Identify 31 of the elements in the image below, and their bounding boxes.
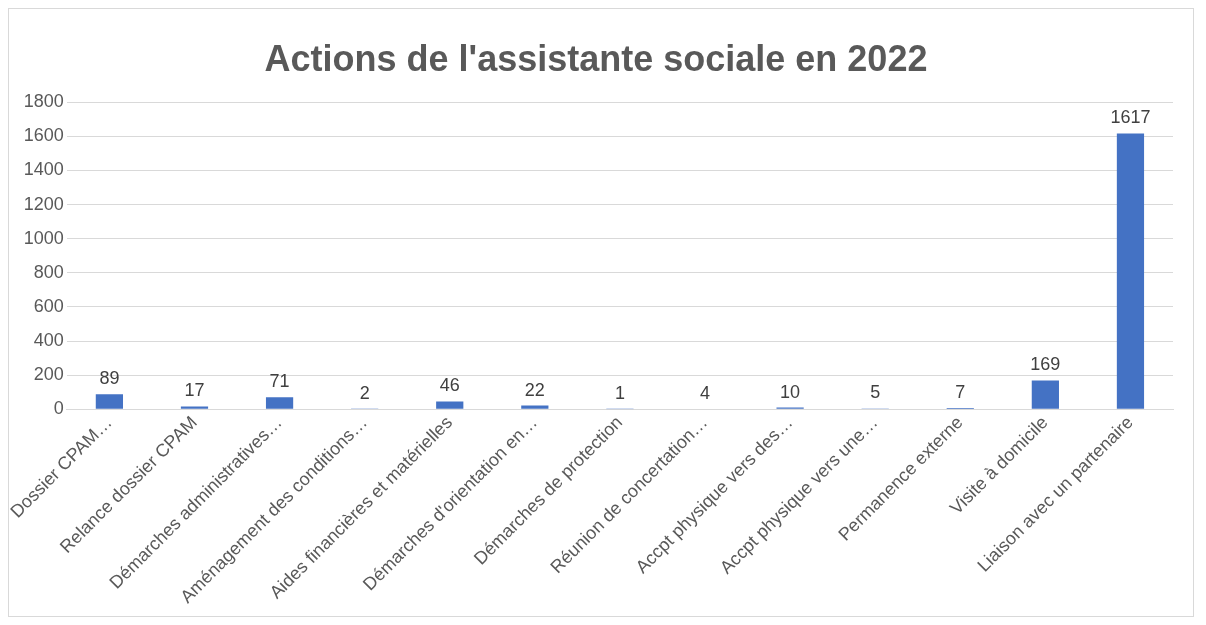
y-tick-label: 200: [33, 364, 64, 385]
data-label: 89: [99, 368, 120, 389]
data-label: 22: [524, 379, 545, 400]
y-tick-label: 600: [33, 295, 64, 316]
bar: [521, 405, 549, 409]
y-tick-label: 1400: [23, 159, 64, 180]
bar: [1031, 380, 1059, 409]
data-label: 46: [439, 375, 460, 396]
y-tick-label: 0: [53, 398, 64, 419]
bar: [265, 397, 294, 409]
bar: [1116, 133, 1145, 409]
data-label: 5: [870, 382, 881, 403]
data-label: 169: [1030, 354, 1061, 375]
data-label: 2: [359, 382, 370, 403]
data-label: 1617: [1110, 107, 1151, 128]
data-label: 1: [614, 383, 625, 404]
y-tick-label: 800: [33, 261, 64, 282]
chart-title: Actions de l'assistante sociale en 2022: [264, 37, 928, 79]
data-label: 4: [700, 382, 711, 403]
data-label: 10: [780, 381, 801, 402]
y-tick-label: 1200: [23, 193, 64, 214]
y-tick-label: 1600: [23, 125, 64, 146]
y-tick-label: 400: [33, 330, 64, 351]
bar: [95, 394, 124, 409]
y-tick-label: 1000: [23, 227, 64, 248]
bar: [436, 401, 464, 409]
y-tick-label: 1800: [23, 91, 64, 112]
data-label: 7: [955, 382, 966, 403]
bar: [180, 406, 209, 409]
data-label: 17: [184, 380, 205, 401]
data-label: 71: [269, 371, 290, 392]
